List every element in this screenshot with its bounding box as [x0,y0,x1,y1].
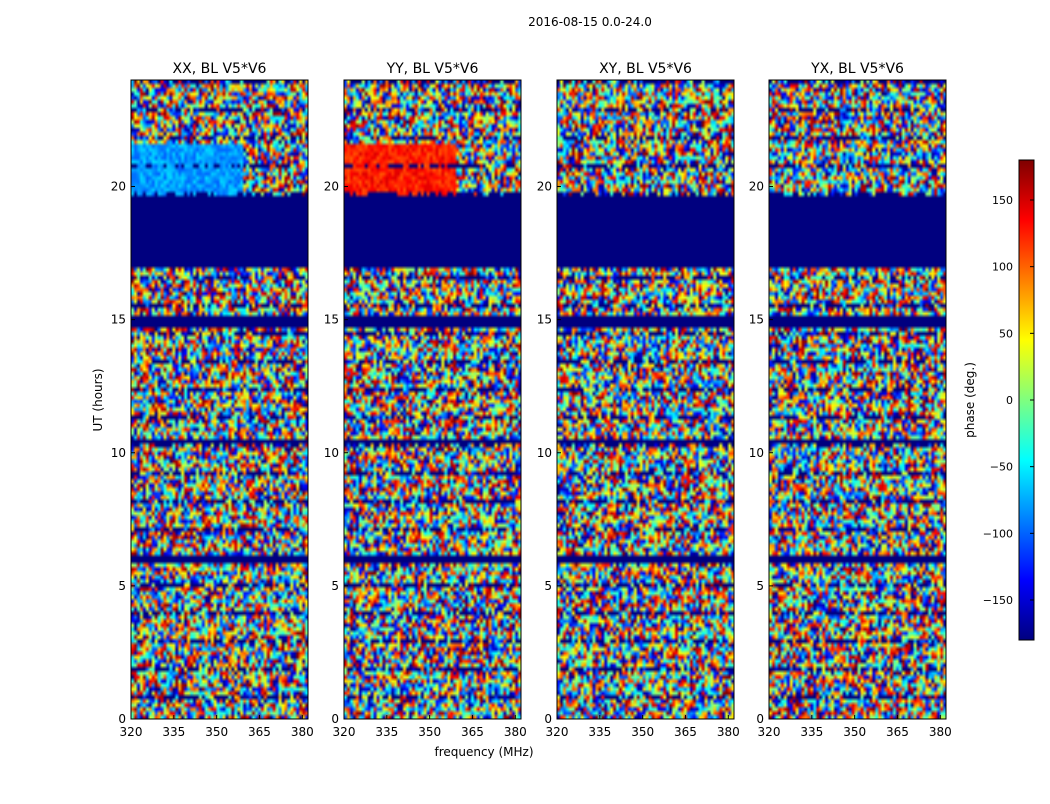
y-tick-label: 10 [749,446,764,460]
y-tick-label: 15 [749,313,764,327]
x-tick-label: 335 [375,725,398,739]
panel-yy-phase-image [344,80,521,719]
y-tick-label: 0 [544,712,552,726]
y-tick-label: 20 [111,180,126,194]
y-tick-label: 10 [111,446,126,460]
colorbar-tick-label: −100 [983,527,1013,540]
y-tick-label: 15 [111,313,126,327]
panel-title: YX, BL V5*V6 [810,61,904,77]
x-tick-label: 380 [291,725,314,739]
panel-xy-phase-image [557,80,734,719]
x-tick-label: 335 [162,725,185,739]
y-tick-label: 10 [537,446,552,460]
colorbar-tick-label: −50 [990,461,1013,474]
x-axis-label: frequency (MHz) [434,745,533,759]
y-tick-label: 5 [544,579,552,593]
x-tick-label: 365 [886,725,909,739]
x-tick-label: 350 [418,725,441,739]
colorbar-tick-label: 50 [999,327,1013,340]
colorbar-tick-label: 0 [1006,394,1013,407]
panel-frame [768,79,947,720]
x-tick-label: 365 [461,725,484,739]
panel-title: YY, BL V5*V6 [386,61,479,77]
y-tick-label: 10 [324,446,339,460]
x-tick-label: 350 [843,725,866,739]
y-tick-label: 0 [331,712,339,726]
panel-yx: YX, BL V5*V6 320 335 350 365 380 0 5 10 15 20 [749,61,952,739]
x-tick-label: 365 [674,725,697,739]
x-tick-label: 320 [546,725,569,739]
x-tick-label: 350 [631,725,654,739]
x-tick-label: 380 [717,725,740,739]
y-tick-label: 5 [756,579,764,593]
figure-suptitle: 2016-08-15 0.0-24.0 [528,15,652,29]
y-tick-label: 15 [537,313,552,327]
panel-frame [556,79,735,720]
x-tick-label: 365 [248,725,271,739]
y-tick-label: 0 [118,712,126,726]
x-tick-label: 380 [929,725,952,739]
x-tick-label: 350 [205,725,228,739]
x-tick-label: 380 [504,725,527,739]
panel-xx-phase-image [131,80,308,719]
y-tick-label: 0 [756,712,764,726]
y-tick-label: 20 [324,180,339,194]
colorbar-tick-label: 150 [992,194,1013,207]
panel-frame [343,79,522,720]
x-tick-label: 320 [120,725,143,739]
x-tick-label: 320 [758,725,781,739]
panel-yy: YY, BL V5*V6 320 335 350 365 380 0 5 10 15 20 [324,61,527,739]
colorbar-tick-label: 100 [992,261,1013,274]
colorbar: 150 100 50 0 −50 −100 −150 phase (deg.) [963,159,1035,641]
panel-frame [130,79,309,720]
y-tick-label: 5 [118,579,126,593]
y-axis-label: UT (hours) [91,368,105,431]
y-tick-label: 20 [537,180,552,194]
panel-yx-phase-image [769,80,946,719]
panel-title: XY, BL V5*V6 [599,61,692,77]
x-tick-label: 320 [333,725,356,739]
x-tick-label: 335 [800,725,823,739]
panel-title: XX, BL V5*V6 [173,61,267,77]
x-tick-label: 335 [588,725,611,739]
colorbar-tick-label: −150 [983,594,1013,607]
y-tick-label: 5 [331,579,339,593]
y-tick-label: 20 [749,180,764,194]
y-tick-label: 15 [324,313,339,327]
colorbar-label: phase (deg.) [963,362,977,438]
panel-xx: XX, BL V5*V6 320 335 350 365 380 0 5 10 15 20 [111,61,314,739]
panel-xy: XY, BL V5*V6 320 335 350 365 380 0 5 10 15 20 [537,61,740,739]
